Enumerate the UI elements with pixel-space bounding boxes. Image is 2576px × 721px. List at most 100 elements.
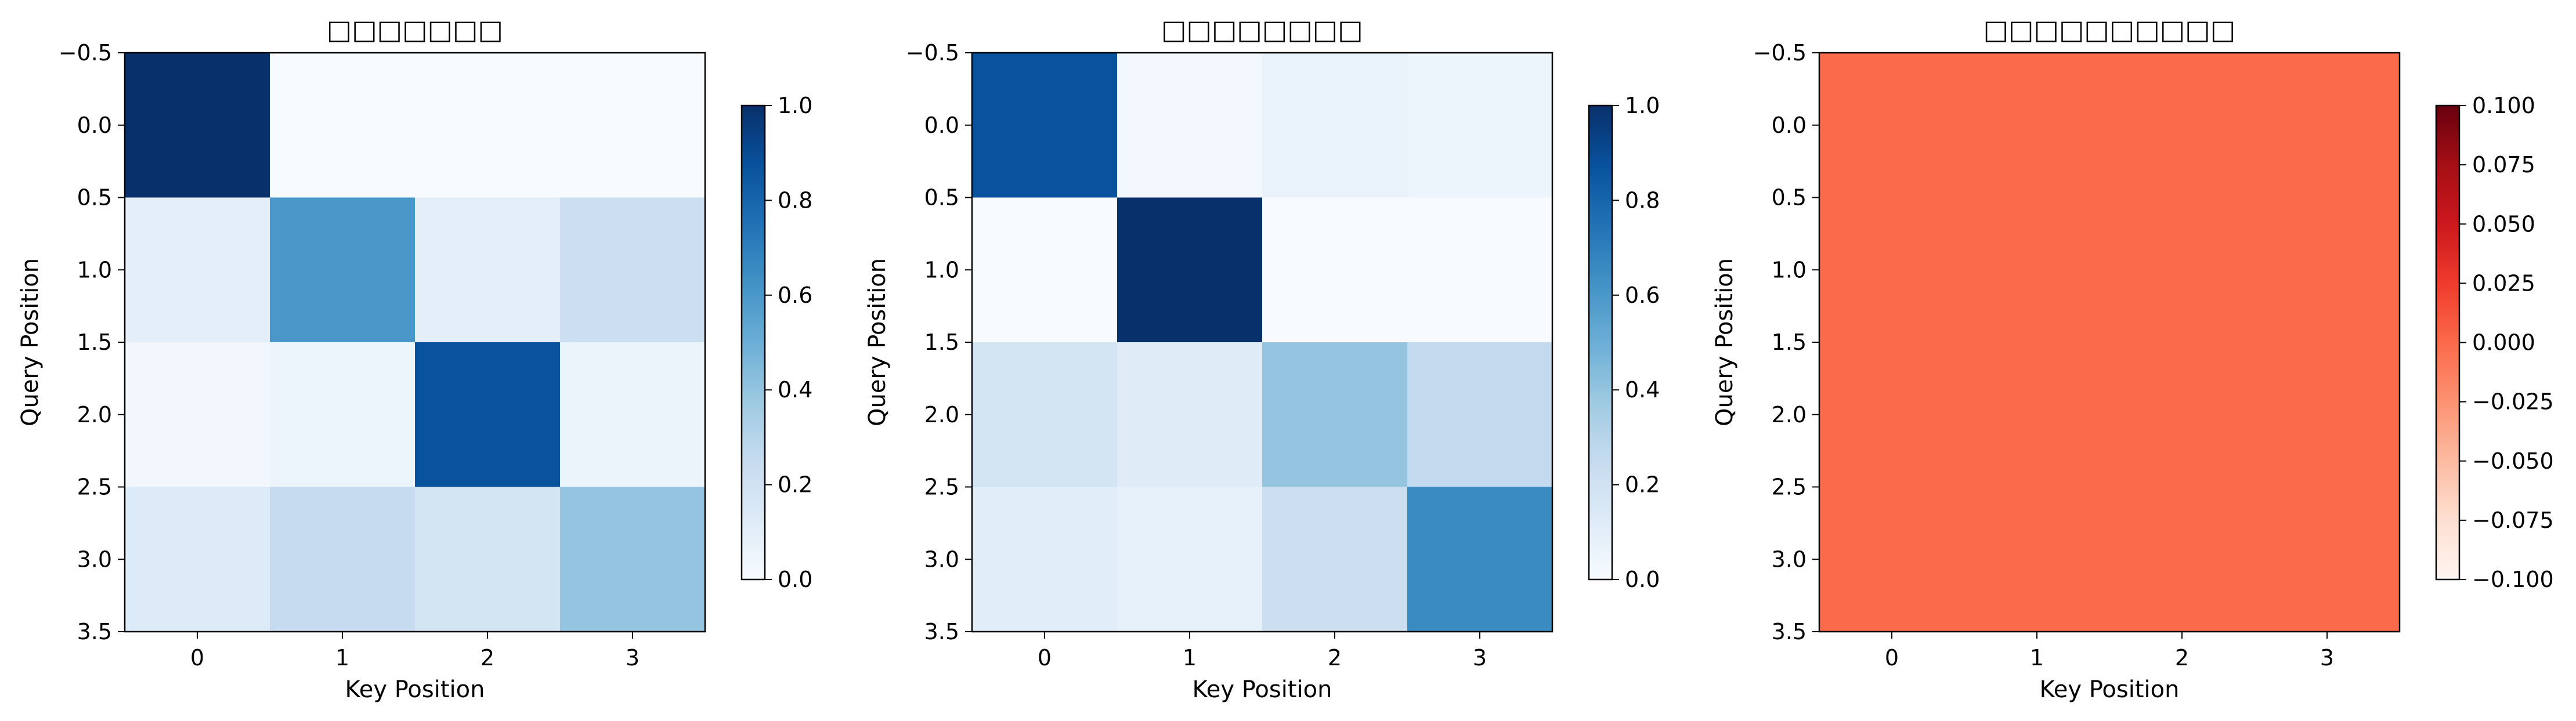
heatmap-cell	[415, 53, 561, 198]
heatmap-cell	[415, 487, 561, 632]
heatmap-cell	[1964, 487, 2110, 632]
heatmap-cell	[1262, 197, 1408, 343]
heatmap-cell	[2109, 487, 2255, 632]
colorbar-tick-label: 0.100	[2472, 93, 2535, 118]
heatmap-cell	[1964, 197, 2110, 343]
colorbar-tick-label: 0.0	[778, 567, 812, 592]
heatmap-cell	[1117, 487, 1263, 632]
x-tick-label: 0	[190, 645, 204, 671]
heatmap-cell	[1964, 53, 2110, 198]
colorbar-tick-label: 0.4	[778, 377, 812, 403]
heatmap-cell	[560, 487, 706, 632]
y-axis-label: Query Position	[17, 258, 44, 426]
heatmap-cell	[270, 53, 416, 198]
heatmap-panel-1: 0 1 2 3 −0.5 0.0 0.5 1.0 1.5 2.0 2.5 3.0 3.5 Key Posi…	[17, 14, 812, 703]
heatmap-cell	[1819, 53, 1965, 198]
panel-title: □□□□□□□□	[1161, 14, 1363, 45]
heatmap-cell	[1117, 342, 1263, 487]
y-tick-label: 0.0	[1772, 113, 1807, 138]
heatmap-panel-2: 0 1 2 3 −0.5 0.0 0.5 1.0 1.5 2.0 2.5 3.0 3.5 Key Posi…	[864, 14, 1660, 703]
colorbar-tick-label: −0.100	[2472, 567, 2554, 592]
colorbar-tick-label: 0.050	[2472, 211, 2535, 237]
heatmap-cell	[270, 487, 416, 632]
x-tick-label: 1	[1183, 645, 1197, 671]
heatmap-cell	[972, 342, 1118, 487]
heatmap-cell	[972, 487, 1118, 632]
y-tick-label: 1.5	[924, 329, 959, 355]
heatmap-cell	[1819, 197, 1965, 343]
y-tick-label: 3.5	[1772, 619, 1807, 644]
y-tick-label: 1.0	[1772, 257, 1807, 282]
heatmap-cell	[2109, 53, 2255, 198]
y-tick-label: 3.0	[1772, 546, 1807, 572]
y-tick-label: 0.5	[924, 185, 959, 211]
y-tick-label: −0.5	[906, 40, 959, 66]
colorbar-tick-label: 0.2	[778, 472, 812, 498]
y-tick-label: −0.5	[1753, 40, 1807, 66]
heatmap-panel-3: 0 1 2 3 −0.5 0.0 0.5 1.0 1.5 2.0 2.5 3.0 3.5 Key Posi…	[1711, 14, 2554, 703]
colorbar	[740, 104, 766, 581]
heatmap-cell	[125, 342, 270, 487]
heatmap-cell	[415, 197, 561, 343]
heatmap-cell	[1964, 342, 2110, 487]
colorbar-tick-label: −0.050	[2472, 448, 2554, 474]
heatmap-cell	[1407, 197, 1553, 343]
y-axis-label: Query Position	[864, 258, 891, 426]
heatmap-cell	[270, 197, 416, 343]
heatmap-cell	[1407, 342, 1553, 487]
y-tick-label: 1.0	[77, 257, 112, 282]
y-tick-label: 0.0	[924, 113, 959, 138]
colorbar-tick-label: 0.8	[1625, 187, 1660, 213]
heatmap-cell	[2255, 197, 2400, 343]
heatmap-cell	[125, 53, 270, 198]
y-tick-label: 2.5	[77, 474, 112, 500]
y-tick-label: 2.5	[1772, 474, 1807, 500]
heatmap-cell	[1407, 53, 1553, 198]
heatmap-cell	[1407, 487, 1553, 632]
heatmap-cell	[1262, 53, 1408, 198]
heatmap-cell	[2255, 53, 2400, 198]
x-tick-label: 0	[1885, 645, 1899, 671]
y-tick-label: −0.5	[59, 40, 112, 66]
colorbar	[2435, 104, 2461, 581]
y-axis-label: Query Position	[1711, 258, 1738, 426]
x-tick-label: 2	[1328, 645, 1342, 671]
x-axis-label: Key Position	[2040, 676, 2180, 703]
colorbar-tick-label: 0.075	[2472, 152, 2535, 177]
panel-title: □□□□□□□	[327, 14, 503, 45]
x-axis-label: Key Position	[1193, 676, 1332, 703]
x-tick-label: 2	[480, 645, 494, 671]
x-tick-label: 1	[335, 645, 349, 671]
colorbar-tick-label: 0.0	[1625, 567, 1660, 592]
colorbar	[1588, 104, 1613, 581]
y-tick-label: 2.0	[924, 402, 959, 427]
colorbar-tick-label: 0.4	[1625, 377, 1660, 403]
heatmap-cell	[1819, 342, 1965, 487]
x-tick-label: 2	[2175, 645, 2189, 671]
heatmap-cell	[270, 342, 416, 487]
y-tick-label: 0.5	[1772, 185, 1807, 211]
heatmap-cell	[1262, 487, 1408, 632]
heatmap-cell	[2109, 197, 2255, 343]
x-axis-label: Key Position	[345, 676, 485, 703]
panel-title: □□□□□□□□□□	[1984, 14, 2236, 45]
colorbar-tick-label: 0.2	[1625, 472, 1660, 498]
colorbar-tick-label: 0.6	[1625, 282, 1660, 308]
colorbar-tick-label: −0.025	[2472, 389, 2554, 415]
colorbar-tick-label: 0.025	[2472, 270, 2535, 296]
heatmap-cell	[560, 197, 706, 343]
x-tick-label: 1	[2030, 645, 2044, 671]
y-tick-label: 0.5	[77, 185, 112, 211]
heatmap-cell	[2109, 342, 2255, 487]
heatmap-cell	[560, 342, 706, 487]
heatmap-cell	[1819, 487, 1965, 632]
y-tick-label: 1.5	[1772, 329, 1807, 355]
x-tick-label: 3	[2320, 645, 2334, 671]
heatmap-cell	[972, 53, 1118, 198]
y-tick-label: 2.5	[924, 474, 959, 500]
colorbar-tick-label: −0.075	[2472, 508, 2554, 533]
heatmap-cell	[415, 342, 561, 487]
x-tick-label: 3	[626, 645, 640, 671]
